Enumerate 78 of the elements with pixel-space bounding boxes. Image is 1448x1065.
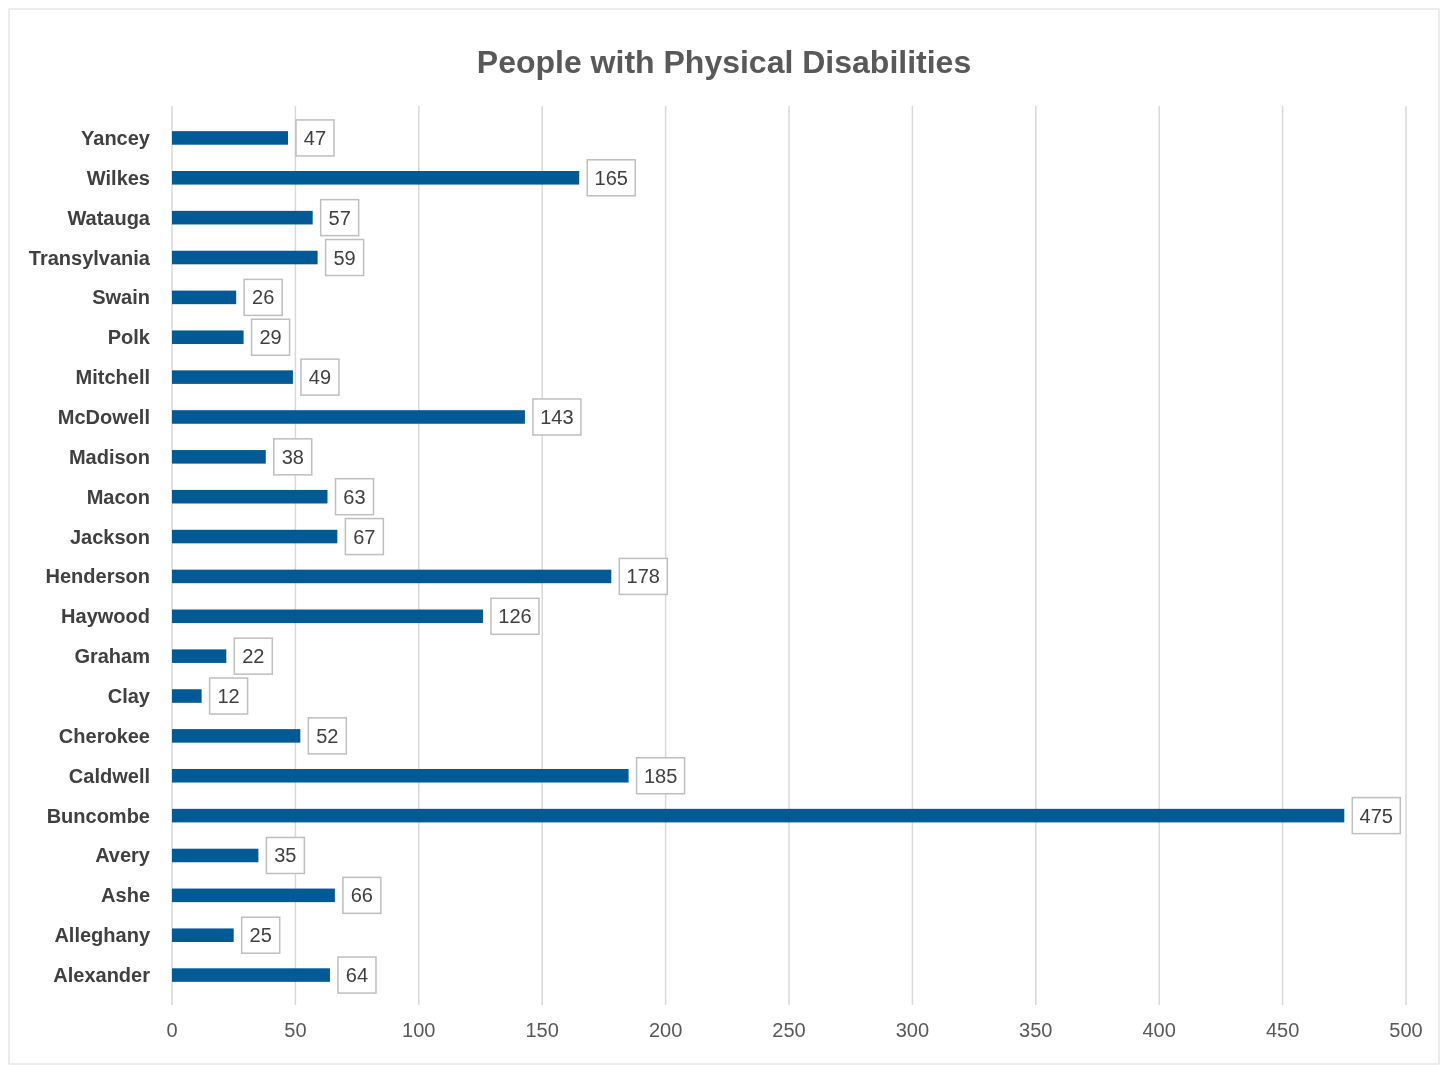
y-tick-label: Buncombe	[46, 804, 150, 827]
x-tick-label: 500	[1389, 1019, 1423, 1041]
x-tick-label: 400	[1142, 1019, 1176, 1041]
bar	[172, 649, 227, 663]
data-label: 126	[498, 605, 532, 628]
data-label: 178	[626, 565, 660, 588]
y-tick-label: Mitchell	[75, 366, 150, 389]
data-label: 29	[259, 326, 282, 349]
data-label: 35	[274, 844, 297, 867]
bar	[172, 330, 244, 345]
y-tick-label: Watauga	[67, 206, 151, 229]
y-tick-label: Caldwell	[68, 764, 150, 787]
data-label: 64	[345, 964, 369, 987]
bar	[172, 928, 234, 942]
y-tick-label: Henderson	[45, 565, 150, 588]
y-tick-label: Madison	[68, 445, 150, 468]
chart-title: People with Physical Disabilities	[476, 44, 972, 80]
x-tick-label: 250	[772, 1019, 806, 1041]
bar	[172, 768, 629, 783]
data-label: 143	[540, 405, 574, 428]
data-label: 38	[281, 445, 304, 468]
y-tick-label: Haywood	[61, 605, 150, 628]
data-label: 12	[217, 685, 240, 708]
x-tick-label: 450	[1265, 1019, 1300, 1041]
y-tick-label: Swain	[92, 286, 150, 309]
data-label: 25	[249, 924, 272, 947]
y-tick-label: Transylvania	[28, 246, 151, 269]
y-tick-label: Cherokee	[58, 724, 150, 747]
data-label: 59	[333, 246, 356, 269]
y-tick-label: Alleghany	[54, 924, 151, 947]
data-label: 67	[353, 525, 376, 548]
x-tick-label: 100	[402, 1019, 436, 1041]
data-label: 47	[303, 126, 327, 149]
y-tick-label: Wilkes	[86, 166, 150, 189]
bar	[172, 888, 335, 903]
bar	[172, 171, 580, 185]
data-label: 49	[308, 366, 332, 389]
y-tick-label: Jackson	[69, 525, 150, 548]
y-tick-label: Ashe	[101, 884, 150, 907]
y-tick-label: Yancey	[81, 126, 151, 149]
x-tick-label: 350	[1019, 1019, 1053, 1041]
y-tick-label: Avery	[95, 844, 151, 867]
bar	[172, 569, 612, 584]
data-label: 22	[242, 645, 265, 668]
bar	[172, 370, 293, 384]
data-label: 475	[1359, 804, 1393, 827]
y-tick-label: Graham	[74, 645, 150, 668]
data-label: 57	[328, 206, 351, 229]
bar	[172, 450, 266, 464]
bar	[172, 410, 525, 424]
y-tick-label: Macon	[86, 485, 150, 508]
y-tick-label: Polk	[107, 326, 151, 349]
bar	[172, 968, 330, 982]
bar	[172, 131, 288, 145]
bar	[172, 848, 259, 863]
x-tick-label: 0	[166, 1019, 178, 1041]
data-label: 63	[343, 485, 366, 508]
x-tick-label: 150	[525, 1019, 559, 1041]
bar	[172, 489, 328, 504]
y-tick-label: Alexander	[53, 964, 151, 987]
data-label: 165	[594, 166, 628, 189]
bar	[172, 609, 483, 624]
data-label: 26	[252, 286, 275, 309]
bar	[172, 250, 318, 265]
data-label: 185	[643, 764, 678, 787]
bar	[172, 689, 202, 703]
data-label: 66	[350, 884, 374, 907]
x-tick-label: 300	[895, 1019, 930, 1041]
bar	[172, 529, 338, 544]
x-tick-label: 50	[284, 1019, 307, 1041]
bar	[172, 729, 301, 743]
bar	[172, 808, 1345, 823]
data-label: 52	[316, 724, 339, 747]
x-tick-label: 200	[648, 1019, 683, 1041]
y-tick-label: McDowell	[57, 405, 150, 428]
bar	[172, 290, 237, 305]
y-tick-label: Clay	[107, 685, 151, 708]
bar	[172, 210, 313, 225]
